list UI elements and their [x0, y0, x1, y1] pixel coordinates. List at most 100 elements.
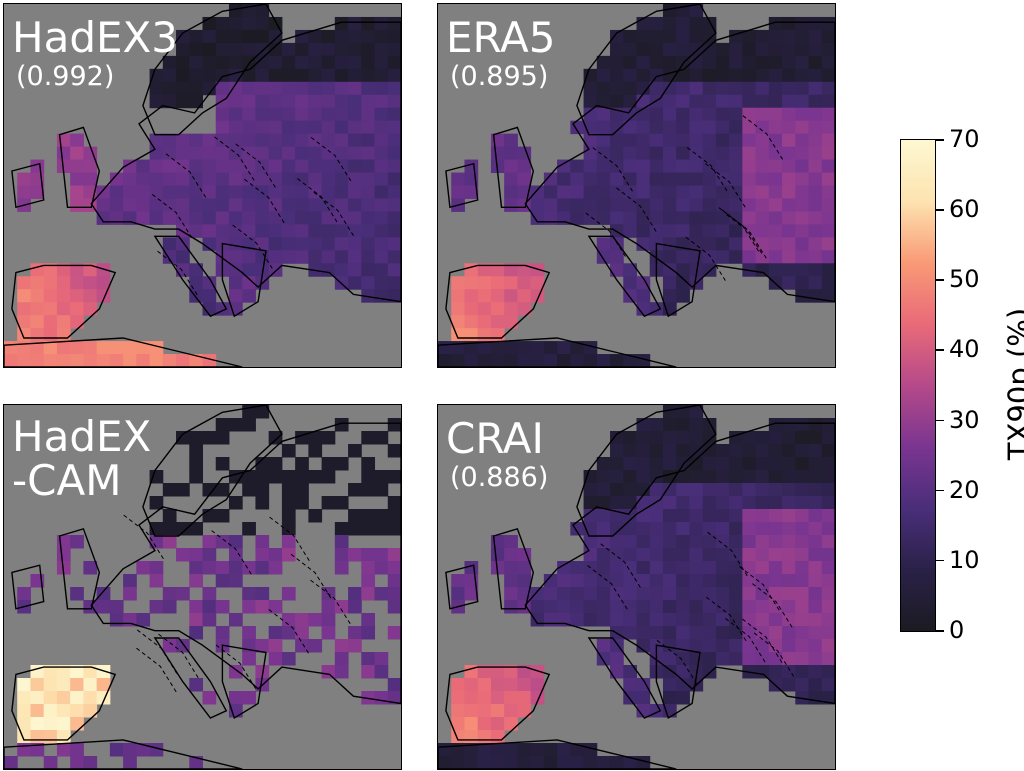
grid-cell	[808, 561, 823, 575]
grid-cell	[689, 94, 704, 109]
grid-cell	[387, 626, 401, 640]
grid-cell	[136, 561, 151, 575]
country-border	[616, 187, 657, 232]
grid-cell	[334, 198, 349, 212]
grid-cell	[43, 341, 58, 355]
grid-cell	[215, 185, 230, 199]
grid-cell	[689, 55, 704, 70]
grid-cell	[255, 120, 270, 135]
grid-cell	[215, 29, 230, 44]
grid-cell	[782, 55, 796, 70]
grid-cell	[109, 354, 124, 367]
grid-cell	[729, 133, 743, 148]
grid-cell	[348, 626, 362, 640]
coastline	[153, 637, 228, 719]
panel-era5: ERA5 (0.895)	[437, 3, 836, 368]
grid-cell	[662, 81, 677, 96]
grid-cell	[570, 522, 585, 536]
grid-cell	[202, 68, 217, 83]
grid-cell	[242, 470, 256, 484]
grid-cell	[334, 237, 349, 251]
grid-cell	[821, 224, 835, 238]
grid-cell	[56, 289, 71, 303]
grid-cell	[715, 237, 730, 251]
grid-cell	[387, 224, 401, 238]
grid-cell	[610, 42, 624, 57]
grid-cell	[361, 146, 376, 161]
grid-cell	[308, 509, 323, 523]
grid-cell	[295, 470, 309, 484]
grid-cell	[610, 146, 624, 161]
grid-cell	[782, 548, 796, 562]
grid-cell	[387, 29, 401, 44]
grid-cell	[255, 211, 270, 225]
grid-cell	[477, 341, 492, 355]
grid-cell	[477, 678, 492, 692]
coastline	[58, 126, 101, 209]
grid-cell	[676, 263, 690, 277]
grid-cell	[189, 431, 203, 445]
grid-cell	[636, 613, 651, 627]
grid-cell	[387, 107, 401, 122]
grid-cell	[676, 691, 690, 705]
grid-cell	[451, 185, 465, 199]
grid-cell	[715, 250, 730, 264]
grid-cell	[729, 600, 743, 614]
grid-cell	[17, 315, 31, 329]
grid-cell	[649, 574, 664, 588]
grid-cell	[702, 133, 717, 148]
grid-cell	[610, 587, 624, 601]
grid-cell	[215, 55, 230, 70]
grid-cell	[795, 159, 810, 174]
grid-cell	[215, 16, 230, 31]
grid-cell	[795, 276, 810, 290]
grid-cell	[477, 743, 492, 757]
grid-cell	[610, 211, 624, 225]
grid-cell	[255, 107, 270, 122]
grid-cell	[530, 263, 545, 277]
grid-cell	[689, 81, 704, 96]
grid-cell	[136, 613, 151, 627]
grid-cell	[30, 678, 45, 692]
country-border	[600, 543, 641, 588]
grid-cell	[795, 68, 810, 83]
grid-cell	[636, 289, 651, 303]
grid-cell	[557, 172, 571, 186]
grid-cell	[596, 509, 611, 523]
grid-cell	[742, 444, 757, 458]
grid-cell	[649, 561, 664, 575]
grid-cell	[228, 535, 243, 549]
grid-cell	[768, 263, 783, 277]
grid-cell	[477, 328, 492, 342]
grid-cell	[689, 548, 704, 562]
grid-cell	[242, 561, 256, 575]
grid-cell	[808, 120, 823, 135]
grid-cell	[334, 548, 349, 562]
grid-cell	[361, 68, 376, 83]
grid-cell	[348, 81, 362, 96]
grid-cell	[295, 94, 309, 109]
grid-cell	[242, 483, 256, 497]
grid-cell	[477, 691, 492, 705]
grid-cell	[176, 354, 190, 367]
grid-cell	[662, 431, 677, 445]
grid-cell	[504, 302, 518, 316]
grid-cell	[30, 704, 45, 718]
grid-cell	[636, 81, 651, 96]
grid-cell	[623, 107, 637, 122]
grid-cell	[202, 535, 217, 549]
grid-cell	[768, 237, 783, 251]
grid-cell	[570, 172, 585, 186]
grid-cell	[215, 120, 230, 135]
grid-cell	[821, 250, 835, 264]
grid-cell	[610, 94, 624, 109]
grid-cell	[228, 276, 243, 290]
grid-cell	[676, 561, 690, 575]
grid-cell	[702, 198, 717, 212]
grid-cell	[374, 172, 389, 186]
country-border	[215, 644, 257, 689]
grid-cell	[543, 600, 558, 614]
grid-cell	[281, 159, 296, 174]
grid-cell	[268, 68, 283, 83]
grid-cell	[768, 29, 783, 44]
